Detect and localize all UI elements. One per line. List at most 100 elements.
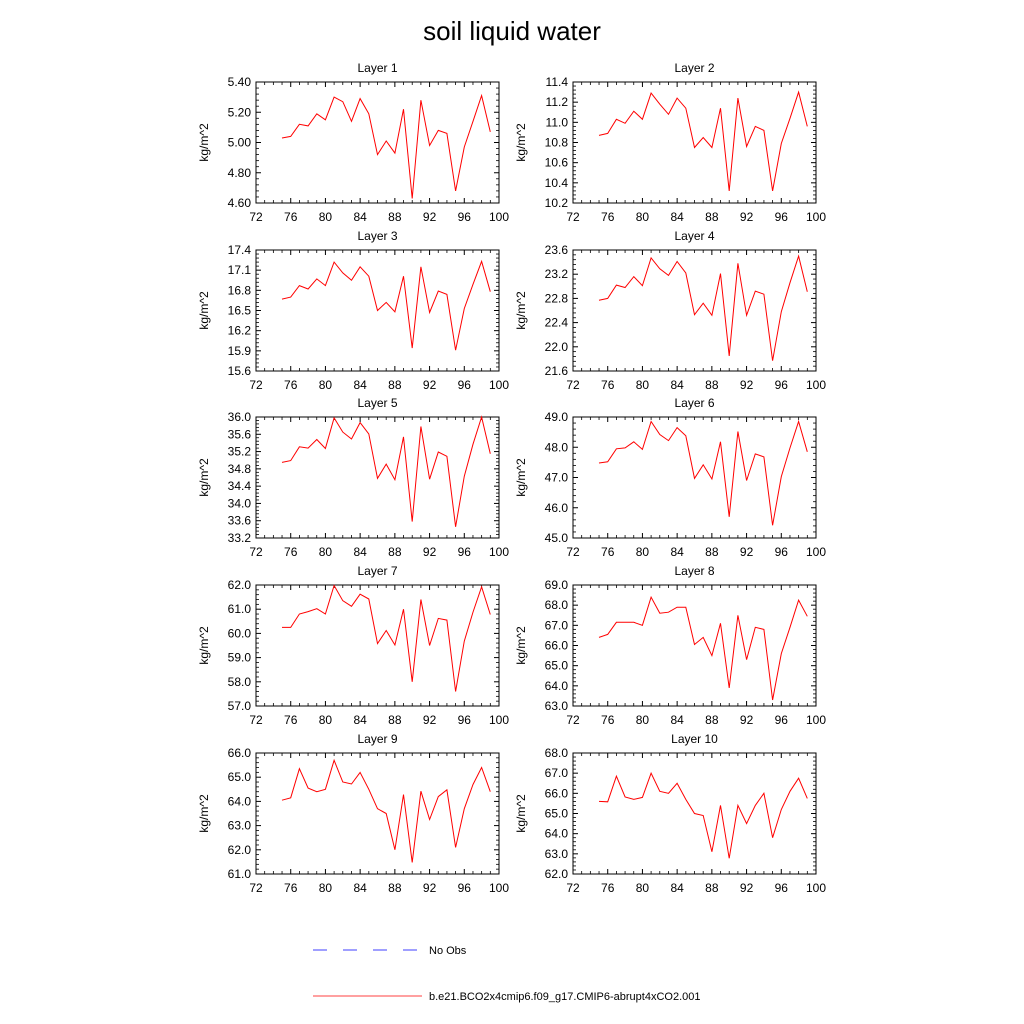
figure-title: soil liquid water — [423, 16, 601, 46]
layer-10-y-tick-label: 64.0 — [545, 827, 569, 841]
layer-3-x-tick-label: 80 — [319, 378, 333, 392]
layer-9-panel: Layer 9 kg/m^2 72 76 80 84 88 92 96 100 61.0 62.0 63… — [197, 732, 509, 895]
layer-3-x-tick-label: 76 — [284, 378, 298, 392]
layer-5-x-tick-label: 84 — [353, 545, 367, 559]
layer-2-y-tick-label: 11.0 — [546, 115, 569, 129]
layer-1-ylabel: kg/m^2 — [197, 123, 211, 162]
layer-9-x-tick-label: 96 — [458, 881, 472, 895]
layer-3-ylabel: kg/m^2 — [197, 291, 211, 330]
layer-6-y-tick-label: 48.0 — [545, 440, 569, 454]
layer-9-y-tick-label: 62.0 — [228, 843, 252, 857]
layer-8-y-tick-label: 68.0 — [545, 598, 569, 612]
layer-8-x-tick-label: 72 — [566, 713, 580, 727]
layer-6-ylabel: kg/m^2 — [514, 458, 528, 497]
layer-10-y-tick-label: 67.0 — [545, 766, 569, 780]
layer-1-x-tick-label: 88 — [388, 210, 402, 224]
layer-9-y-tick-label: 66.0 — [228, 746, 252, 760]
layer-5-y-tick-label: 34.0 — [228, 496, 252, 510]
layer-7-title: Layer 7 — [357, 564, 397, 578]
layer-4-x-tick-label: 72 — [566, 378, 580, 392]
layer-4-x-tick-label: 88 — [705, 378, 719, 392]
layer-8-x-tick-label: 92 — [740, 713, 754, 727]
layer-7-plot-frame — [255, 584, 500, 707]
layer-9-y-tick-label: 65.0 — [228, 770, 252, 784]
layer-9-y-tick-label: 63.0 — [228, 819, 252, 833]
layer-4-ylabel: kg/m^2 — [514, 291, 528, 330]
layer-8-y-tick-label: 63.0 — [545, 699, 569, 713]
layer-7-y-tick-label: 59.0 — [228, 651, 252, 665]
layer-7-x-tick-label: 84 — [353, 713, 367, 727]
layer-6-y-tick-label: 46.0 — [545, 501, 569, 515]
layer-7-ylabel: kg/m^2 — [197, 626, 211, 665]
layer-3-x-tick-label: 72 — [249, 378, 263, 392]
layer-8-x-tick-label: 76 — [601, 713, 615, 727]
layer-10-y-tick-label: 65.0 — [545, 807, 569, 821]
layer-10-y-tick-label: 66.0 — [545, 786, 569, 800]
layer-4-panel: Layer 4 kg/m^2 72 76 80 84 88 92 96 100 21.6 22.0 22… — [514, 229, 826, 392]
layer-5-x-tick-label: 88 — [388, 545, 402, 559]
layer-6-x-tick-label: 72 — [566, 545, 580, 559]
layer-9-x-tick-label: 92 — [423, 881, 437, 895]
layer-2-x-tick-label: 80 — [636, 210, 650, 224]
layer-6-x-tick-label: 100 — [806, 545, 826, 559]
layer-1-x-tick-label: 100 — [489, 210, 509, 224]
layer-9-x-tick-label: 88 — [388, 881, 402, 895]
layer-4-y-tick-label: 21.6 — [545, 364, 569, 378]
layer-9-x-tick-label: 76 — [284, 881, 298, 895]
layer-1-x-tick-label: 84 — [353, 210, 367, 224]
layer-6-x-tick-label: 88 — [705, 545, 719, 559]
layer-1-y-tick-label: 4.80 — [228, 166, 252, 180]
layer-1-x-tick-label: 76 — [284, 210, 298, 224]
layer-3-y-tick-label: 17.1 — [228, 263, 252, 277]
layer-6-x-tick-label: 96 — [775, 545, 789, 559]
layer-4-x-tick-label: 76 — [601, 378, 615, 392]
layer-3-y-tick-label: 16.8 — [228, 283, 252, 297]
layer-4-title: Layer 4 — [674, 229, 714, 243]
layer-8-x-tick-label: 100 — [806, 713, 826, 727]
layer-2-plot-frame — [572, 81, 817, 204]
layer-9-series-line — [281, 758, 491, 863]
layer-4-plot-frame — [572, 249, 817, 372]
layer-1-x-tick-label: 92 — [423, 210, 437, 224]
layer-5-y-tick-label: 33.2 — [228, 531, 252, 545]
layer-5-panel: Layer 5 kg/m^2 72 76 80 84 88 92 96 100 33.2 33.6 34… — [197, 396, 509, 559]
layer-8-x-tick-label: 88 — [705, 713, 719, 727]
layer-10-panel: Layer 10 kg/m^2 72 76 80 84 88 92 96 100 62.0 63.0 6… — [514, 732, 826, 895]
layer-6-panel: Layer 6 kg/m^2 72 76 80 84 88 92 96 100 45.0 46.0 47… — [514, 396, 826, 559]
layer-7-x-tick-label: 100 — [489, 713, 509, 727]
layer-3-series-line — [281, 259, 491, 351]
layer-2-x-tick-label: 96 — [775, 210, 789, 224]
layer-1-x-tick-label: 72 — [249, 210, 263, 224]
layer-4-x-tick-label: 92 — [740, 378, 754, 392]
layer-8-ylabel: kg/m^2 — [514, 626, 528, 665]
legend-model-label: b.e21.BCO2x4cmip6.f09_g17.CMIP6-abrupt4x… — [429, 991, 701, 1003]
layer-3-x-tick-label: 100 — [489, 378, 509, 392]
layer-10-series-line — [598, 771, 808, 859]
layer-6-x-tick-label: 92 — [740, 545, 754, 559]
layer-10-x-tick-label: 84 — [670, 881, 684, 895]
layer-4-series-line — [598, 254, 808, 361]
layer-2-y-tick-label: 11.4 — [546, 75, 569, 89]
layer-5-x-tick-label: 100 — [489, 545, 509, 559]
layer-2-x-tick-label: 100 — [806, 210, 826, 224]
layer-5-y-tick-label: 34.8 — [228, 462, 252, 476]
panels: Layer 1 kg/m^2 72 76 80 84 88 92 96 100 4.60 4.80 5.… — [197, 61, 826, 895]
layer-1-panel: Layer 1 kg/m^2 72 76 80 84 88 92 96 100 4.60 4.80 5.… — [197, 61, 509, 224]
layer-7-x-tick-label: 96 — [458, 713, 472, 727]
layer-9-plot-frame — [255, 752, 500, 875]
layer-3-y-tick-label: 16.5 — [228, 304, 252, 318]
layer-4-y-tick-label: 22.0 — [545, 340, 569, 354]
layer-4-x-tick-label: 100 — [806, 378, 826, 392]
layer-5-title: Layer 5 — [357, 396, 397, 410]
layer-9-x-tick-label: 84 — [353, 881, 367, 895]
layer-3-y-tick-label: 17.4 — [228, 243, 252, 257]
layer-2-x-tick-label: 84 — [670, 210, 684, 224]
layer-6-x-tick-label: 80 — [636, 545, 650, 559]
layer-2-y-tick-label: 10.6 — [545, 156, 569, 170]
layer-8-y-tick-label: 69.0 — [545, 578, 569, 592]
layer-7-x-tick-label: 72 — [249, 713, 263, 727]
layer-5-y-tick-label: 36.0 — [228, 410, 252, 424]
layer-6-x-tick-label: 84 — [670, 545, 684, 559]
layer-7-y-tick-label: 58.0 — [228, 675, 252, 689]
